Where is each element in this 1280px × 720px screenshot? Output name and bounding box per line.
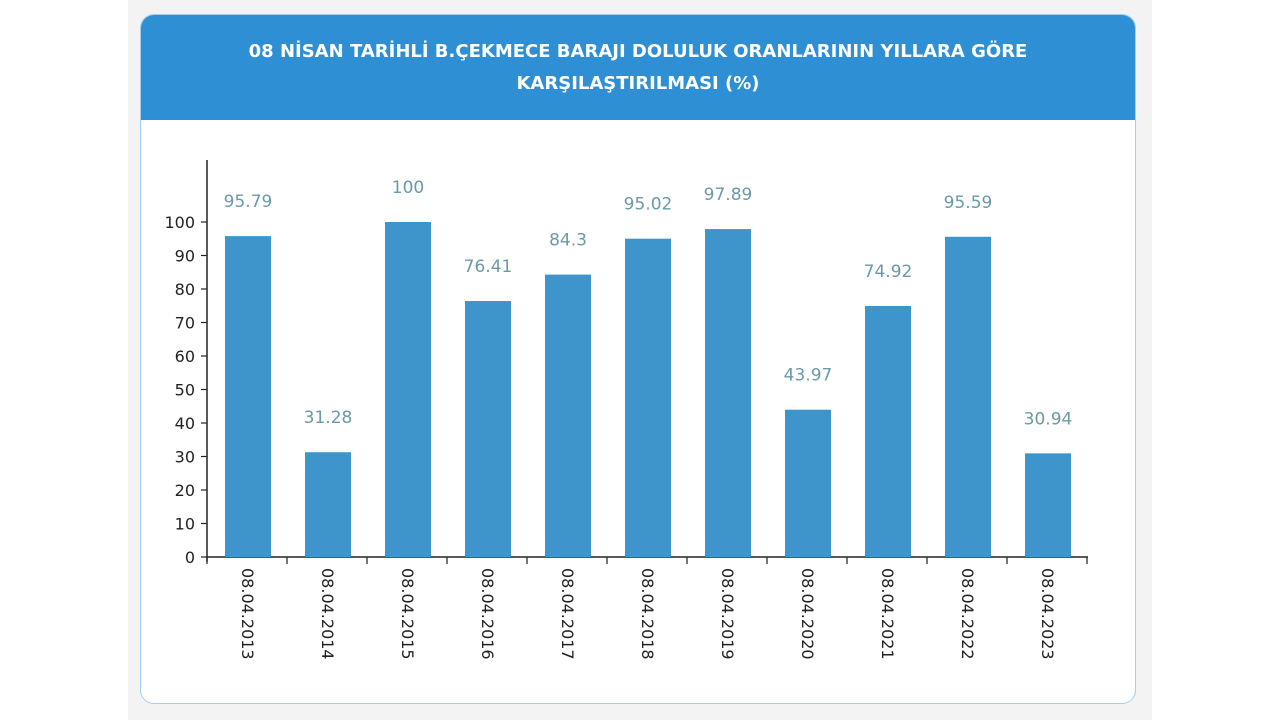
data-label: 76.41 [464,257,513,277]
data-label: 95.79 [224,192,273,212]
data-label: 95.59 [944,193,993,213]
bar [1025,453,1071,557]
y-tick-label: 20 [175,481,195,500]
x-tick-label: 08.04.2016 [478,568,497,660]
data-labels: 95.79 31.28 100 76.41 84.3 95.02 97.89 43.97 74.… [224,178,1073,429]
y-tick-label: 0 [185,548,195,567]
data-label: 31.28 [304,408,353,428]
bar [865,306,911,557]
y-tick-label: 40 [175,414,195,433]
chart-header: 08 NİSAN TARİHLİ B.ÇEKMECE BARAJI DOLULU… [141,15,1135,120]
bar [545,274,591,557]
data-label: 95.02 [624,195,673,215]
bar [305,452,351,557]
x-tick-label: 08.04.2023 [1038,568,1057,660]
x-tick-label: 08.04.2022 [958,568,977,660]
x-tick-label: 08.04.2021 [878,568,897,660]
x-tick-label: 08.04.2017 [558,568,577,660]
bar [625,238,671,558]
bar [945,236,991,557]
bar [705,229,751,558]
x-tick-label: 08.04.2013 [238,568,257,660]
y-tick-label: 60 [175,347,195,366]
bars [225,222,1071,558]
x-tick-label: 08.04.2018 [638,568,657,660]
data-label: 97.89 [704,185,753,205]
data-label: 74.92 [864,262,913,282]
y-tick-label: 50 [175,381,195,400]
y-tick-label: 70 [175,314,195,333]
data-label: 84.3 [549,231,587,251]
y-axis: 0 10 20 30 40 50 60 70 80 90 100 [164,160,208,567]
y-tick-label: 90 [175,247,195,266]
x-tick-label: 08.04.2015 [398,568,417,660]
y-tick-label: 80 [175,280,195,299]
data-label: 30.94 [1024,409,1073,429]
data-label: 43.97 [784,366,833,386]
bar [465,301,511,557]
x-tick-label: 08.04.2019 [718,568,737,660]
data-label: 100 [392,178,424,198]
x-axis: 08.04.2013 08.04.2014 08.04.2015 08.04.2016… [206,556,1088,660]
bar [225,236,271,557]
y-tick-label: 100 [164,213,195,232]
x-tick-label: 08.04.2020 [798,568,817,660]
bar [385,222,431,557]
x-tick-label: 08.04.2014 [318,568,337,660]
y-tick-label: 30 [175,448,195,467]
y-tick-label: 10 [175,515,195,534]
chart-title: 08 NİSAN TARİHLİ B.ÇEKMECE BARAJI DOLULU… [248,40,1028,94]
bar [785,409,831,557]
